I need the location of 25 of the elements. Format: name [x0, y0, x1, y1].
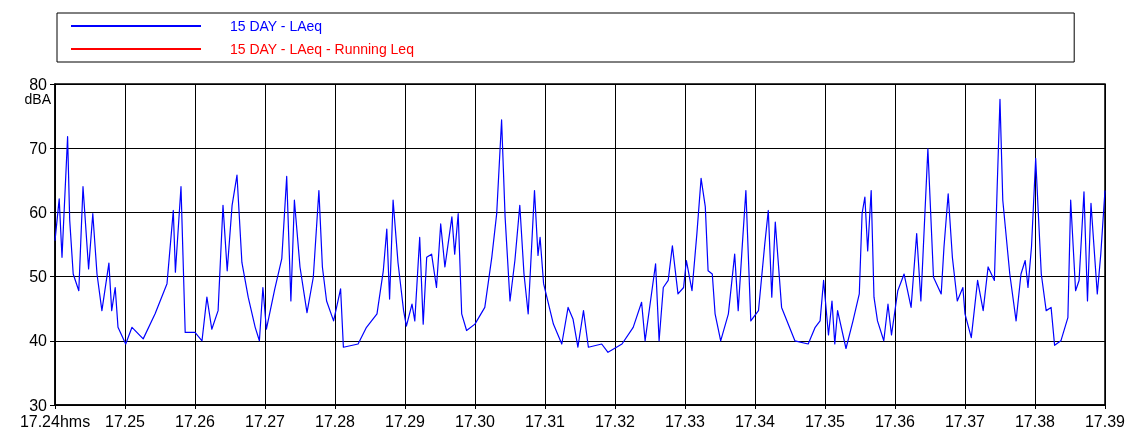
x-tick-label: 17.33: [664, 412, 706, 430]
text: 15 DAY - LAeq: [230, 18, 323, 34]
x-tick-label: 17.34: [734, 412, 776, 430]
x-tick-label: 17.31: [524, 412, 566, 430]
x-tick-label: 17.32: [594, 412, 636, 430]
y-axis-title: dBA: [24, 91, 52, 107]
x-tick-label: 17.38: [1014, 412, 1056, 430]
x-tick-label: 17.29: [384, 412, 426, 430]
y-tick-label: 50: [29, 268, 48, 286]
y-tick-label: 60: [29, 203, 48, 221]
x-tick-label: 17.36: [874, 412, 916, 430]
x-tick-label: 17.37: [944, 412, 986, 430]
x-tick-label: 17.26: [174, 412, 216, 430]
y-tick-label: 70: [29, 139, 48, 157]
y-tick-label: 30: [29, 396, 48, 414]
legend-label: 15 DAY - LAeq - Running Leq: [230, 41, 414, 57]
y-tick-label: 80: [29, 75, 48, 93]
x-tick-label: 17.27: [244, 412, 286, 430]
x-tick-label: 17.24hms: [19, 412, 91, 430]
x-tick-label: 17.35: [804, 412, 846, 430]
x-tick-label: 17.25: [104, 412, 146, 430]
x-tick-label: 17.28: [314, 412, 356, 430]
x-tick-label: 17.39: [1084, 412, 1126, 430]
x-tick-label: 17.30: [454, 412, 496, 430]
y-tick-label: 40: [29, 332, 48, 350]
